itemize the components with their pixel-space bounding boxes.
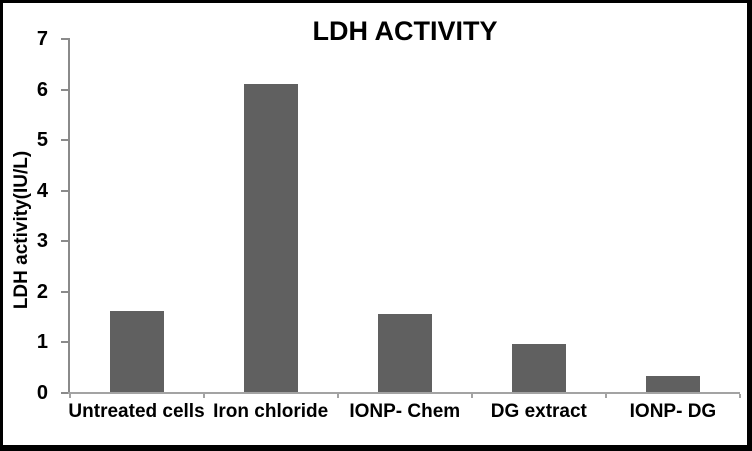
y-tick-label: 6 xyxy=(36,78,48,101)
x-category-label-untreated-cells: Untreated cells xyxy=(68,401,205,422)
y-tick-label: 2 xyxy=(36,280,48,303)
y-tick-mark xyxy=(60,240,68,242)
bar-dg-extract xyxy=(511,343,566,392)
y-tick-mark xyxy=(60,38,68,40)
x-category-label-ionp-dg: IONP- DG xyxy=(629,401,717,422)
bar-ionp-dg xyxy=(645,375,700,392)
y-tick-mark xyxy=(60,189,68,192)
x-tick-mark xyxy=(604,393,607,398)
y-tick-mark xyxy=(60,88,68,91)
x-category-label-iron-chloride: Iron chloride xyxy=(213,401,329,422)
x-tick-mark xyxy=(68,393,71,398)
chart-title: LDH ACTIVITY xyxy=(312,16,498,46)
x-tick-mark xyxy=(336,393,339,398)
x-tick-mark xyxy=(470,393,473,398)
y-tick-label: 5 xyxy=(36,129,48,151)
y-tick-label: 0 xyxy=(36,381,48,404)
bar-untreated-cells xyxy=(109,310,164,392)
y-axis-line xyxy=(67,38,70,394)
y-tick-mark xyxy=(60,139,68,141)
x-category-label-dg-extract: DG extract xyxy=(490,401,587,422)
y-tick-label: 4 xyxy=(36,179,48,202)
x-tick-mark xyxy=(739,393,741,398)
y-tick-label: 7 xyxy=(36,28,48,50)
bar-iron-chloride xyxy=(243,83,298,392)
bar-ionp-chem xyxy=(377,313,432,392)
y-tick-label: 3 xyxy=(36,230,48,252)
y-tick-mark xyxy=(60,290,68,293)
y-tick-mark xyxy=(60,391,68,394)
x-category-label-ionp-chem: IONP- Chem xyxy=(349,401,461,422)
y-tick-mark xyxy=(60,341,68,343)
x-tick-mark xyxy=(202,393,205,398)
y-tick-label: 1 xyxy=(36,331,48,353)
x-axis-line xyxy=(67,391,740,394)
